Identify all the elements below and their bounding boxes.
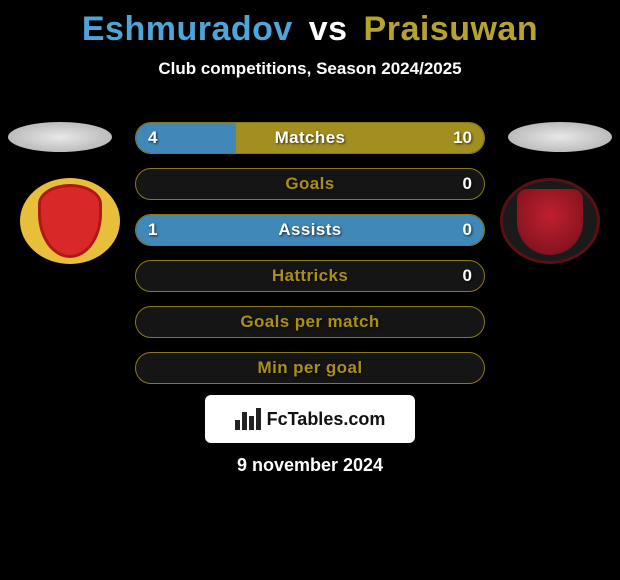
stat-bar: Hattricks0 xyxy=(135,260,485,292)
stat-bar: Assists1 0 xyxy=(135,214,485,246)
comparison-bars: Matches410Goals0Assists10Hattricks0Goals… xyxy=(135,122,485,398)
stat-label: Goals xyxy=(136,169,484,199)
comparison-title: Eshmuradov vs Praisuwan xyxy=(0,0,620,49)
bar-chart-icon xyxy=(235,408,261,430)
player1-club-badge xyxy=(20,178,120,264)
season-subtitle: Club competitions, Season 2024/2025 xyxy=(0,59,620,79)
stat-value-left: 4 xyxy=(136,123,169,153)
fctables-text: FcTables.com xyxy=(267,409,386,430)
player2-avatar xyxy=(508,122,612,152)
stat-label: Goals per match xyxy=(136,307,484,337)
stat-value-right: 0 xyxy=(451,261,484,291)
stat-bar: Goals per match xyxy=(135,306,485,338)
stat-label: Min per goal xyxy=(136,353,484,383)
player2-club-badge xyxy=(500,178,600,264)
comparison-date: 9 november 2024 xyxy=(0,455,620,476)
stat-value-right: 10 xyxy=(441,123,484,153)
stat-bar: Goals0 xyxy=(135,168,485,200)
fctables-logo: FcTables.com xyxy=(205,395,415,443)
stat-value-right: 0 xyxy=(451,215,484,245)
stat-bar: Matches4 10 xyxy=(135,122,485,154)
stat-bar: Min per goal xyxy=(135,352,485,384)
stat-label: Matches xyxy=(136,123,484,153)
vs-separator: vs xyxy=(309,10,348,48)
club-shield-icon xyxy=(38,184,102,258)
player1-name: Eshmuradov xyxy=(82,10,293,48)
club-crest-icon xyxy=(517,189,583,255)
stat-value-right: 0 xyxy=(451,169,484,199)
player1-avatar xyxy=(8,122,112,152)
stat-label: Assists xyxy=(136,215,484,245)
stat-label: Hattricks xyxy=(136,261,484,291)
player2-name: Praisuwan xyxy=(364,10,539,48)
stat-value-left: 1 xyxy=(136,215,169,245)
